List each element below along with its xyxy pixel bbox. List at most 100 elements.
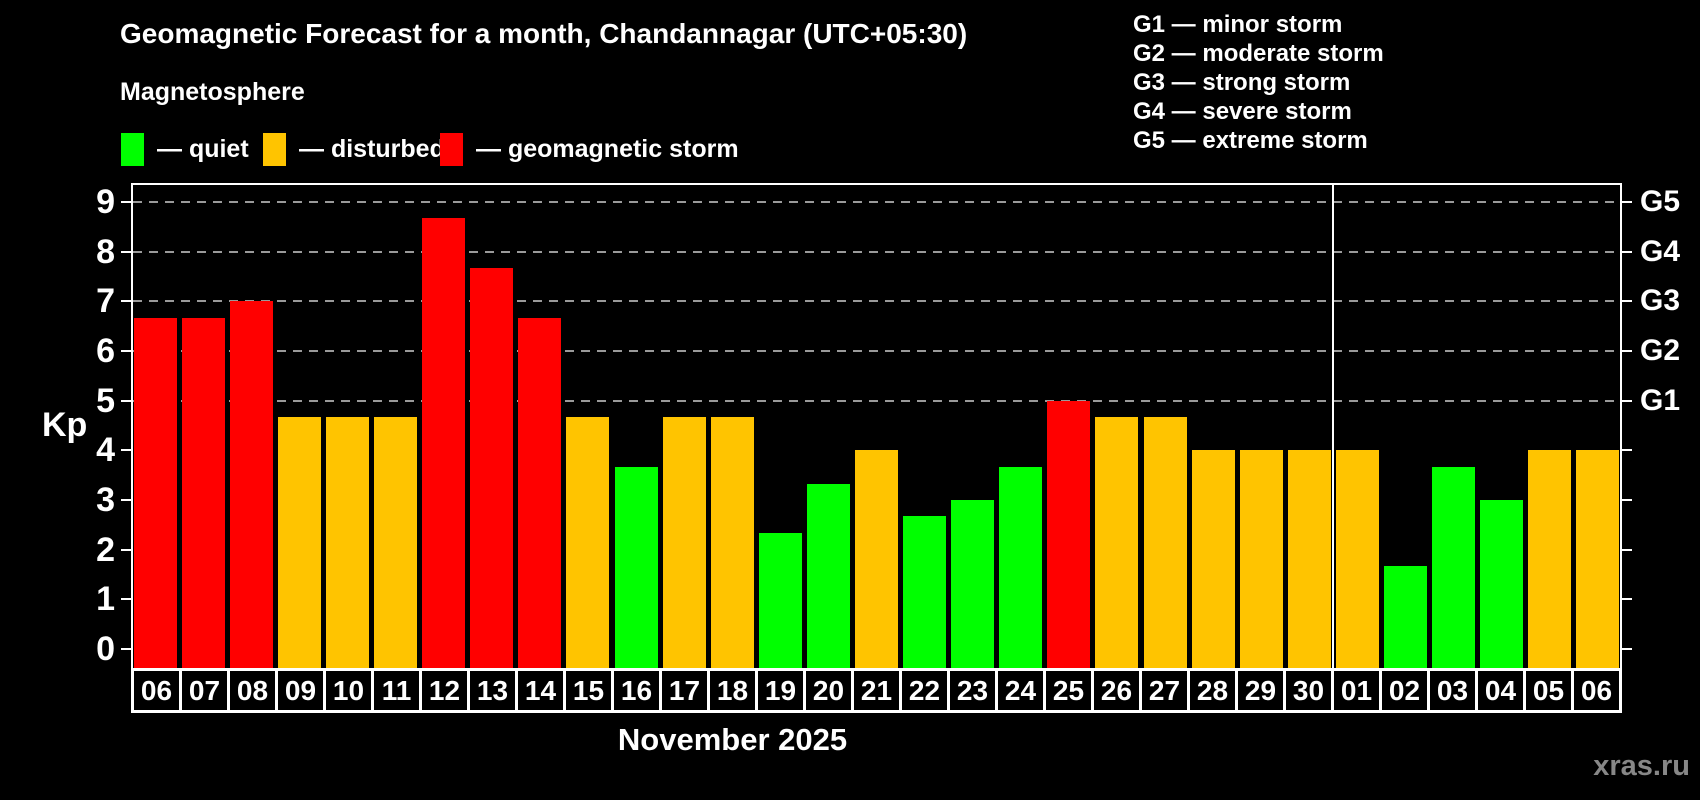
g4-legend-line: G4 — severe storm [1133,98,1352,125]
g5-legend-line: G5 — extreme storm [1133,127,1368,154]
kp-bar-23 [951,500,995,668]
g2-legend-line: G2 — moderate storm [1133,40,1384,67]
day-label-10: 10 [323,668,374,713]
kp-bar-14 [518,317,562,668]
day-label-21: 21 [851,668,902,713]
day-label-04: 04 [1475,668,1526,713]
kp-bar-29 [1239,450,1283,668]
legend-label: — quiet [157,134,249,163]
left-tick-1 [121,598,131,601]
right-axis-label-g4: G4 [1640,234,1681,268]
kp-bar-30 [1287,450,1331,668]
day-label-12: 12 [419,668,470,713]
legend-item-disturbed: — disturbed [263,132,445,166]
day-label-13: 13 [467,668,518,713]
gridline-kp-7 [133,300,1620,303]
month-divider-line [1332,183,1335,668]
day-label-06: 06 [131,668,182,713]
right-tick-5 [1622,399,1632,402]
y-tick-label-0: 0 [96,630,115,668]
right-axis-label-g3: G3 [1640,284,1681,318]
day-label-19: 19 [755,668,806,713]
kp-bar-11 [374,417,418,668]
day-label-23: 23 [947,668,998,713]
left-tick-8 [121,250,131,253]
chart-subtitle: Magnetosphere [120,78,305,106]
day-label-11: 11 [371,668,422,713]
kp-bar-20 [806,483,850,668]
g3-legend-line: G3 — strong storm [1133,69,1351,96]
right-axis-label-g5: G5 [1640,185,1681,218]
plot-border-right [1620,183,1622,668]
left-tick-2 [121,548,131,551]
right-tick-8 [1622,250,1632,253]
day-label-22: 22 [899,668,950,713]
kp-bar-08 [229,301,273,668]
right-axis-label-g2: G2 [1640,334,1681,367]
kp-bar-27 [1143,417,1187,668]
legend-item-quiet: — quiet [121,132,249,166]
day-label-05: 05 [1523,668,1574,713]
day-label-07: 07 [179,668,230,713]
x-axis-month-label: November 2025 [617,722,848,757]
quiet-color-swatch [121,132,144,166]
kp-bar-16 [614,466,658,668]
day-label-09: 09 [275,668,326,713]
y-tick-label-7: 7 [96,282,115,321]
y-tick-label-1: 1 [96,580,115,619]
kp-bar-28 [1191,450,1235,668]
gridline-kp-5 [133,399,1620,402]
kp-bar-18 [710,417,754,668]
kp-bar-24 [999,466,1043,668]
left-tick-6 [121,350,131,352]
right-tick-0 [1622,648,1632,650]
right-tick-7 [1622,300,1632,303]
storm-color-swatch [440,132,463,166]
disturbed-color-swatch [263,132,286,166]
day-label-26: 26 [1091,668,1142,713]
day-label-27: 27 [1139,668,1190,713]
kp-bar-05 [1528,450,1572,668]
day-label-15: 15 [563,668,614,713]
day-label-30: 30 [1283,668,1334,713]
plot-area [121,183,1632,668]
page-title: Geomagnetic Forecast for a month, Chanda… [120,18,968,49]
kp-bar-12 [422,218,466,668]
y-tick-label-5: 5 [96,381,115,420]
y-tick-label-9: 9 [96,183,115,221]
kp-bar-07 [181,317,225,668]
y-tick-label-3: 3 [96,481,115,519]
day-label-17: 17 [659,668,710,713]
kp-bar-13 [470,268,514,668]
y-tick-label-4: 4 [96,431,115,470]
kp-bar-25 [1047,400,1091,668]
day-label-28: 28 [1187,668,1238,713]
kp-bar-09 [277,417,321,668]
right-axis-label-g1: G1 [1640,383,1681,417]
day-label-08: 08 [227,668,278,713]
kp-bar-22 [903,516,947,668]
kp-bar-02 [1384,566,1428,668]
left-tick-9 [121,201,131,203]
gridline-kp-6 [133,350,1620,352]
kp-bar-04 [1480,500,1524,668]
g1-legend-line: G1 — minor storm [1133,11,1343,38]
kp-bar-06 [133,317,177,668]
watermark: xras.ru [1593,750,1690,782]
kp-bar-06 [1576,450,1620,668]
x-axis-day-labels: 06 07 08 09 10 11 12 13 14 15 16 17 18 19 20 21 22 23 24 25… [131,668,1622,713]
kp-bar-17 [662,417,706,668]
plot-border-left [131,183,133,668]
kp-bar-19 [758,533,802,668]
day-label-18: 18 [707,668,758,713]
legend-label: — geomagnetic storm [476,134,739,163]
kp-bar-03 [1432,466,1476,668]
day-label-25: 25 [1043,668,1094,713]
storm-scale-legend: G1 — minor storm G2 — moderate storm G3 … [1133,10,1384,155]
day-label-16: 16 [611,668,662,713]
day-label-24: 24 [995,668,1046,713]
right-tick-9 [1622,201,1632,203]
right-tick-6 [1622,350,1632,352]
right-tick-3 [1622,499,1632,501]
